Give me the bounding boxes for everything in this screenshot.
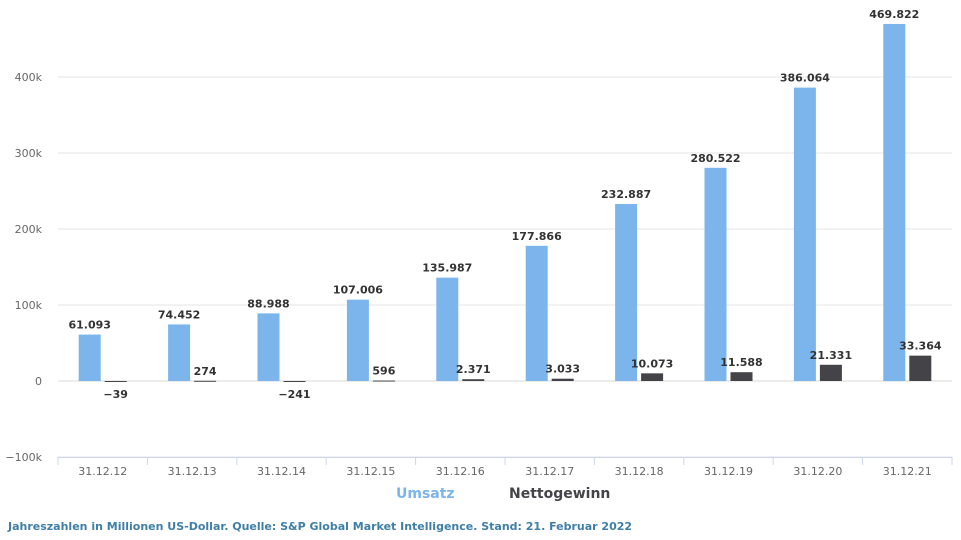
bar-umsatz [704, 167, 727, 381]
data-label: 61.093 [68, 319, 110, 332]
legend-item-nettogewinn: Nettogewinn [509, 486, 610, 502]
bar-nettogewinn [641, 373, 664, 381]
bar-umsatz [883, 23, 906, 382]
data-label: 107.006 [333, 284, 383, 297]
bar-nettogewinn [909, 355, 932, 381]
data-label: 386.064 [780, 72, 830, 85]
data-label: 274 [194, 365, 217, 378]
chart: −100k 0 100k 200k 300k 400k 31.12.12 61.093 −39 3… [5, 8, 953, 502]
x-tick-label: 31.12.20 [793, 465, 842, 478]
bar-nettogewinn [372, 380, 395, 382]
footnote: Jahreszahlen in Millionen US-Dollar. Que… [8, 520, 633, 533]
data-label: 33.364 [899, 340, 942, 353]
data-label: 232.887 [601, 188, 651, 201]
bar-umsatz [793, 87, 816, 381]
data-label: 280.522 [690, 152, 740, 165]
data-label: −39 [103, 388, 128, 401]
bar-umsatz [168, 324, 191, 381]
y-tick-label: 200k [15, 223, 43, 236]
x-tick-label: 31.12.12 [78, 465, 127, 478]
bar-nettogewinn [730, 372, 753, 381]
data-label: 88.988 [247, 297, 289, 310]
bar-umsatz [436, 277, 459, 381]
data-label: 596 [372, 365, 395, 378]
x-tick-label: 31.12.17 [525, 465, 574, 478]
y-tick-label: −100k [5, 451, 42, 464]
bar-umsatz [78, 334, 101, 381]
bar-nettogewinn [819, 364, 842, 381]
bar-umsatz [615, 204, 638, 381]
data-label: 469.822 [869, 8, 919, 21]
y-tick-label: 400k [15, 71, 43, 84]
data-label: 74.452 [158, 308, 200, 321]
y-tick-label: 0 [35, 375, 42, 388]
data-label: 11.588 [720, 356, 762, 369]
bar-nettogewinn [283, 381, 306, 382]
bar-umsatz [257, 313, 280, 381]
x-tick-label: 31.12.14 [257, 465, 306, 478]
data-label: 10.073 [631, 357, 673, 370]
data-label: 177.866 [512, 230, 562, 243]
x-tick-label: 31.12.16 [436, 465, 485, 478]
y-tick-label: 100k [15, 299, 43, 312]
legend-item-umsatz: Umsatz [396, 486, 455, 502]
data-label: 2.371 [456, 363, 491, 376]
bar-umsatz [346, 299, 369, 381]
bar-nettogewinn [462, 379, 485, 381]
bar-nettogewinn [104, 381, 127, 382]
bar-umsatz [525, 245, 548, 381]
data-label: 3.033 [545, 363, 580, 376]
x-tick-label: 31.12.18 [615, 465, 664, 478]
x-tick-label: 31.12.19 [704, 465, 753, 478]
y-tick-label: 300k [15, 147, 43, 160]
bar-nettogewinn [551, 378, 574, 381]
data-label: 21.331 [810, 349, 852, 362]
x-tick-label: 31.12.15 [346, 465, 395, 478]
data-label: −241 [278, 388, 310, 401]
x-tick-label: 31.12.13 [168, 465, 217, 478]
data-label: 135.987 [422, 262, 472, 275]
bar-nettogewinn [194, 380, 217, 382]
x-tick-label: 31.12.21 [883, 465, 932, 478]
